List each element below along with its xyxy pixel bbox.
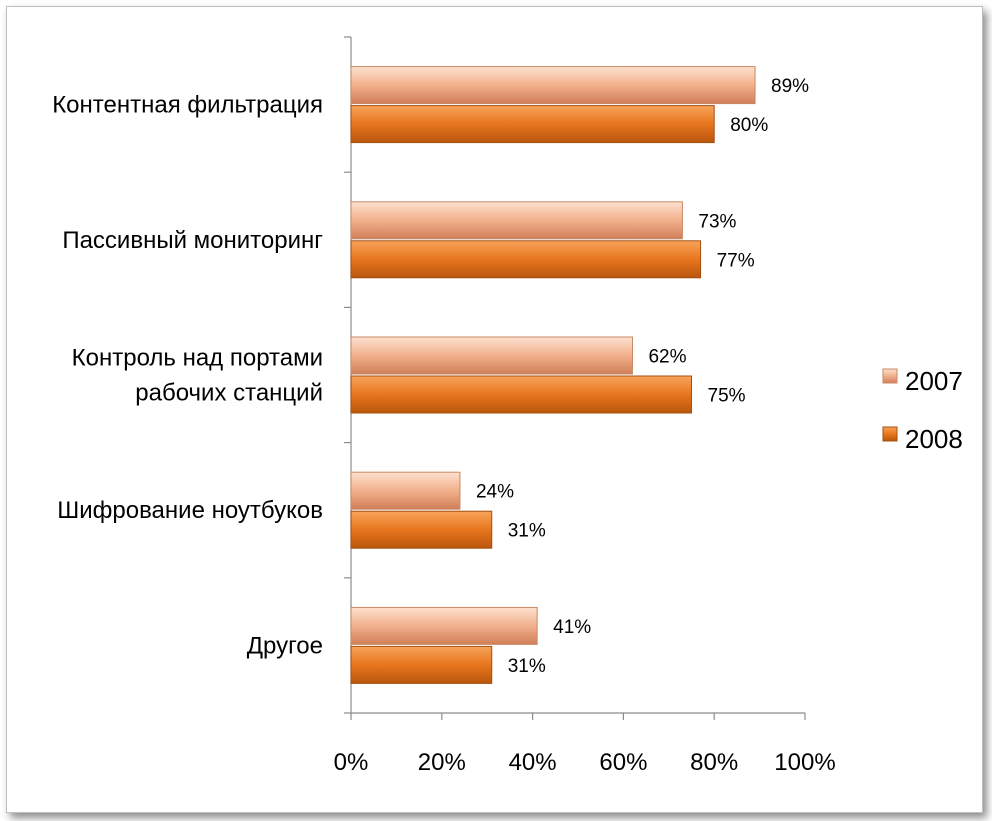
category-label: Шифрование ноутбуков bbox=[57, 497, 323, 524]
category-label: Контентная фильтрация bbox=[52, 92, 323, 119]
bars bbox=[350, 66, 756, 684]
legend-swatch-2007 bbox=[882, 368, 898, 384]
bar-2007 bbox=[350, 606, 538, 645]
x-tick-label: 20% bbox=[418, 749, 466, 776]
legend-label-2007: 2007 bbox=[905, 366, 963, 396]
data-label: 31% bbox=[508, 521, 546, 542]
bar-2007 bbox=[350, 471, 461, 510]
x-tick-label: 40% bbox=[509, 749, 557, 776]
bar-2008 bbox=[350, 510, 493, 549]
bar-2007 bbox=[350, 201, 683, 240]
axes: 0% 20% 40% 60% 80% 100% bbox=[334, 36, 836, 776]
bar-2008 bbox=[350, 645, 493, 684]
bar-2008 bbox=[350, 375, 692, 414]
data-label: 75% bbox=[708, 386, 746, 407]
data-label: 24% bbox=[476, 482, 514, 503]
x-tick-label: 80% bbox=[690, 749, 738, 776]
bar-2007 bbox=[350, 336, 633, 375]
x-tick-label: 100% bbox=[774, 749, 835, 776]
labels: Контентная фильтрация Пассивный мониторин… bbox=[52, 76, 809, 677]
bar-2008 bbox=[350, 105, 715, 144]
data-label: 62% bbox=[648, 347, 686, 368]
legend-swatch-2008 bbox=[882, 426, 898, 442]
x-tick-label: 0% bbox=[334, 749, 369, 776]
data-label: 89% bbox=[771, 76, 809, 97]
category-label: Другое bbox=[247, 632, 323, 659]
bar-2008 bbox=[350, 240, 702, 279]
x-tick-label: 60% bbox=[599, 749, 647, 776]
data-label: 77% bbox=[717, 250, 755, 271]
data-label: 31% bbox=[508, 656, 546, 677]
data-label: 73% bbox=[698, 211, 736, 232]
bar-2007 bbox=[350, 66, 756, 105]
category-label: Контроль над портами рабочих станций bbox=[72, 345, 323, 407]
data-label: 41% bbox=[553, 617, 591, 638]
legend: 2007 2008 bbox=[882, 366, 963, 454]
category-label: Пассивный мониторинг bbox=[62, 227, 323, 254]
data-label: 80% bbox=[730, 115, 768, 136]
legend-label-2008: 2008 bbox=[905, 424, 963, 454]
